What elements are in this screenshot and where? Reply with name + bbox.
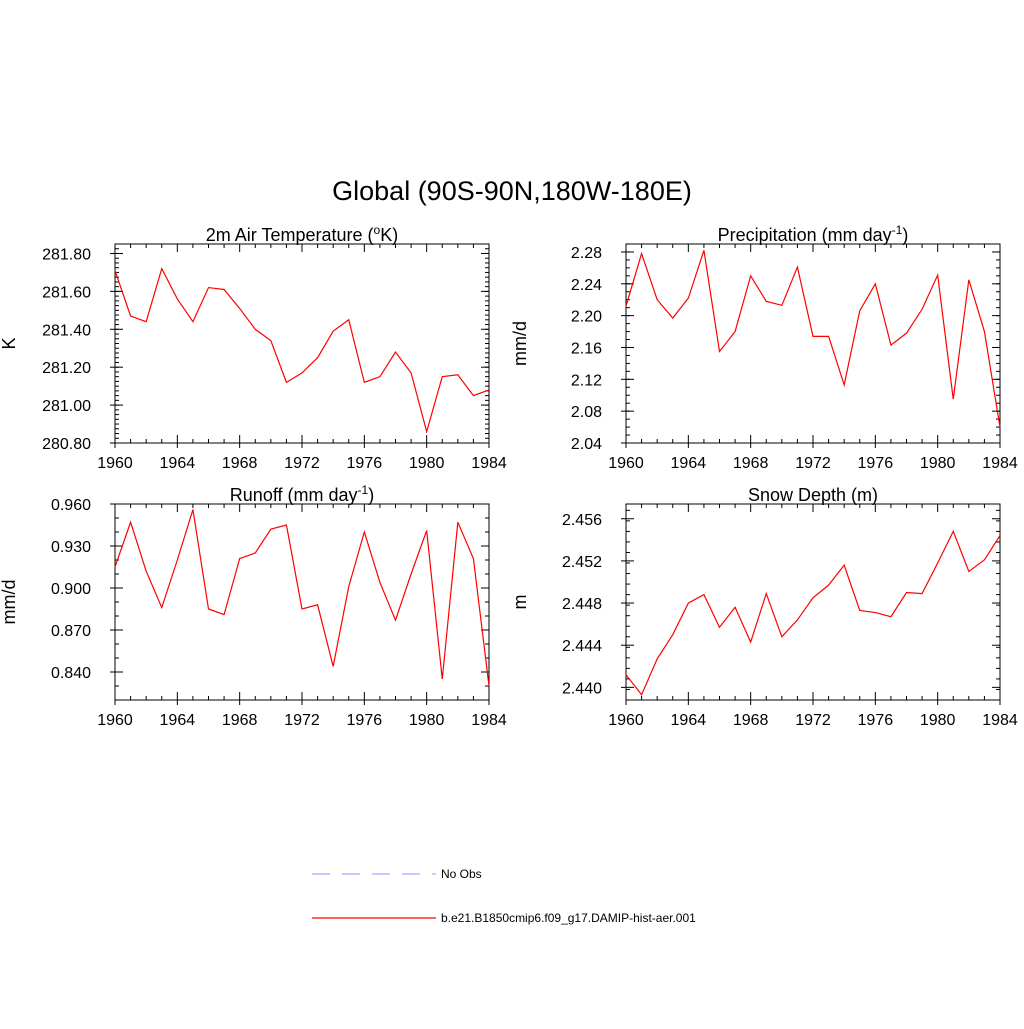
x-tick-label: 1984 [982,455,1018,472]
legend-model-label: b.e21.B1850cmip6.f09_g17.DAMIP-hist-aer.… [441,911,696,925]
x-tick-label: 1976 [858,712,894,729]
snow-depth-title: Snow Depth (m) [748,485,878,505]
y-tick-label: 0.930 [51,539,91,556]
y-tick-label: 2.16 [571,340,602,357]
x-tick-label: 1984 [471,455,507,472]
x-tick-label: 1964 [671,712,707,729]
x-tick-label: 1968 [733,712,769,729]
x-tick-label: 1980 [409,455,445,472]
x-tick-label: 1960 [97,712,133,729]
y-tick-label: 2.20 [571,309,602,326]
title-text: Snow Depth (m) [748,485,878,505]
x-tick-label: 1960 [97,455,133,472]
runoff-plot-frame [115,504,489,700]
x-tick-label: 1972 [795,712,831,729]
y-tick-label: 280.80 [42,436,91,453]
y-tick-label: 0.870 [51,623,91,640]
x-tick-label: 1972 [284,455,320,472]
title-text-end: ) [902,225,908,245]
title-text: 2m Air Temperature ( [206,225,374,245]
title-superscript: -1 [892,223,903,237]
precipitation-title: Precipitation (mm day-1) [718,223,909,245]
y-tick-label: 0.840 [51,665,91,682]
y-tick-label: 2.24 [571,277,602,294]
x-tick-label: 1976 [347,455,383,472]
y-tick-label: 2.12 [571,372,602,389]
y-tick-label: 2.448 [562,596,602,613]
air-temperature-panel: 1960 1964 1968 1972 1976 1980 1984 280.80 281.00… [0,223,507,472]
legend-no-obs-label: No Obs [441,867,482,881]
y-tick-label: 281.20 [42,360,91,377]
air-temperature-title: 2m Air Temperature (oK) [206,223,398,245]
y-tick-label: 2.28 [571,245,602,262]
y-tick-label: 0.960 [51,497,91,514]
runoff-title: Runoff (mm day-1) [230,483,374,505]
y-axis-label: mm/d [0,580,19,625]
x-tick-label: 1960 [608,712,644,729]
y-tick-label: 2.04 [571,436,602,453]
x-tick-label: 1964 [671,455,707,472]
x-tick-label: 1964 [160,712,196,729]
snow-depth-series-line [626,531,1000,694]
y-tick-label: 2.440 [562,680,602,697]
precipitation-panel: 1960 1964 1968 1972 1976 1980 1984 2.04 2.08 2.12… [510,223,1018,472]
y-tick-label: 2.452 [562,554,602,571]
title-text: Runoff (mm day [230,485,358,505]
x-tick-label: 1980 [409,712,445,729]
x-tick-label: 1972 [284,712,320,729]
x-tick-label: 1968 [733,455,769,472]
y-tick-label: 0.900 [51,581,91,598]
air-temperature-series-line [115,269,489,432]
title-superscript: -1 [358,483,369,497]
y-tick-label: 2.08 [571,404,602,421]
y-tick-label: 281.60 [42,284,91,301]
runoff-series-line [115,510,489,686]
x-tick-label: 1984 [471,712,507,729]
snow-depth-panel: 1960 1964 1968 1972 1976 1980 1984 2.440 2.444 2.… [510,485,1018,729]
precipitation-series-line [626,250,1000,427]
air-temperature-plot-frame [115,244,489,443]
x-tick-label: 1968 [222,712,258,729]
precipitation-plot-frame [626,244,1000,443]
title-text-end: K) [380,225,398,245]
y-tick-label: 2.444 [562,638,602,655]
y-axis-label: K [0,337,19,349]
legend: No Obs b.e21.B1850cmip6.f09_g17.DAMIP-his… [312,867,696,925]
title-text: Precipitation (mm day [718,225,892,245]
snow-depth-plot-frame [626,504,1000,700]
x-tick-label: 1980 [920,455,956,472]
title-text-end: ) [368,485,374,505]
x-tick-label: 1960 [608,455,644,472]
y-tick-label: 281.40 [42,322,91,339]
y-tick-label: 2.456 [562,512,602,529]
x-tick-label: 1976 [347,712,383,729]
x-tick-label: 1964 [160,455,196,472]
x-tick-label: 1980 [920,712,956,729]
x-tick-label: 1976 [858,455,894,472]
x-tick-label: 1984 [982,712,1018,729]
x-tick-label: 1968 [222,455,258,472]
runoff-panel: 1960 1964 1968 1972 1976 1980 1984 0.840 0.870 0.… [0,483,507,729]
main-title: Global (90S-90N,180W-180E) [332,176,692,206]
y-axis-label: m [510,595,530,610]
panels: 1960 1964 1968 1972 1976 1980 1984 280.80 281.00… [0,223,1018,729]
x-tick-label: 1972 [795,455,831,472]
y-tick-label: 281.00 [42,398,91,415]
y-tick-label: 281.80 [42,246,91,263]
y-axis-label: mm/d [510,321,530,366]
